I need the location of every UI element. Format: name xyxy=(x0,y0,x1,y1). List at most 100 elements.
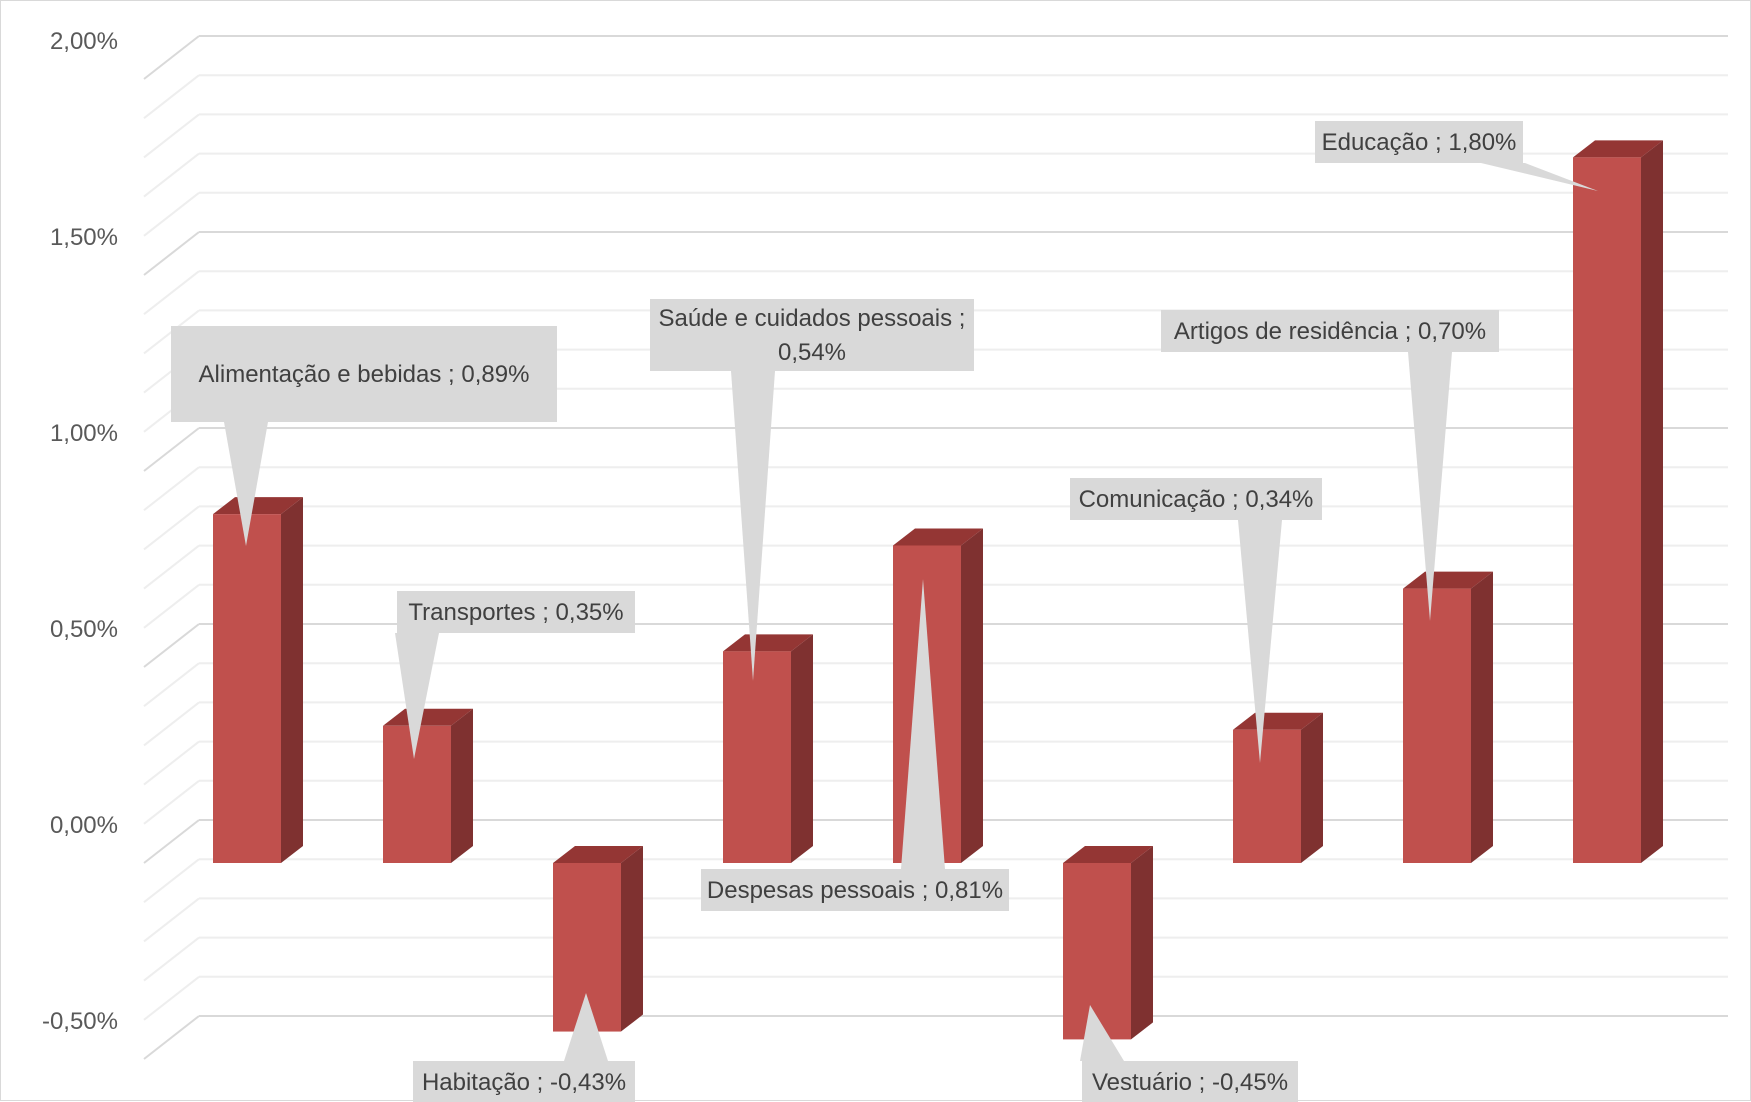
bar-front-face xyxy=(383,725,451,863)
callout-box xyxy=(1161,310,1499,352)
bar-top-face xyxy=(1573,140,1663,158)
data-label-callout-7: Artigos de residência ; 0,70% xyxy=(1161,310,1499,621)
callout-pointer xyxy=(564,993,608,1061)
data-label-callout-4: Despesas pessoais ; 0,81% xyxy=(701,579,1009,911)
callout-pointer xyxy=(901,579,945,869)
callout-pointer xyxy=(1080,1005,1124,1061)
bar-front-face xyxy=(1063,863,1131,1040)
data-label-callout-5: Vestuário ; -0,45% xyxy=(1080,1005,1298,1102)
bars xyxy=(213,140,1663,1040)
gridline-depth xyxy=(143,897,200,943)
bar-top-face xyxy=(553,846,643,863)
gridline-depth xyxy=(143,192,200,237)
bar-front-face xyxy=(1233,729,1301,863)
y-tick-label: 2,00% xyxy=(50,28,118,55)
bar-0 xyxy=(213,497,303,863)
y-tick-label: 1,00% xyxy=(50,420,118,447)
callout-box xyxy=(413,1061,635,1102)
gridline-depth xyxy=(143,270,200,315)
data-label-text: Artigos de residência ; 0,70% xyxy=(1174,318,1486,345)
bar-side-face xyxy=(1301,712,1323,863)
bar-top-face xyxy=(383,708,473,726)
data-label-callout-3: Saúde e cuidados pessoais ; 0,54% xyxy=(650,299,974,681)
gridline-depth xyxy=(143,819,200,864)
callout-pointer xyxy=(1408,352,1452,621)
callout-pointer xyxy=(224,422,268,546)
callout-pointer xyxy=(395,633,439,759)
gridline-depth xyxy=(143,936,200,982)
gridline-depth xyxy=(143,976,200,1021)
data-label-text: Comunicação ; 0,34% xyxy=(1079,486,1314,513)
bar-side-face xyxy=(1641,140,1663,863)
callout-box xyxy=(1315,121,1523,163)
callout-pointer xyxy=(1238,520,1282,763)
callout-box xyxy=(1070,478,1322,520)
callout-box xyxy=(397,591,635,633)
gridline-depth xyxy=(143,780,200,825)
bar-top-face xyxy=(723,634,813,652)
bar-8 xyxy=(1573,140,1663,863)
bar-top-face xyxy=(1403,571,1493,589)
data-label-callout-0: Alimentação e bebidas ; 0,89% xyxy=(171,326,557,546)
bar-5 xyxy=(1063,846,1153,1040)
gridline-depth xyxy=(143,35,200,80)
bar-front-face xyxy=(213,514,281,863)
callout-pointer xyxy=(1481,163,1598,191)
gridline-depth xyxy=(143,701,200,747)
bar-1 xyxy=(383,708,473,863)
bar-side-face xyxy=(791,634,813,863)
gridline-depth xyxy=(143,1015,200,1060)
bar-side-face xyxy=(1471,571,1493,863)
data-label-text: Habitação ; -0,43% xyxy=(422,1069,626,1096)
data-label-callout-2: Habitação ; -0,43% xyxy=(413,993,635,1102)
data-label-callout-8: Educação ; 1,80% xyxy=(1315,121,1598,191)
bar-top-face xyxy=(1233,712,1323,730)
y-tick-label: 1,50% xyxy=(50,224,118,251)
bar-front-face xyxy=(1403,588,1471,863)
gridline-depth xyxy=(143,584,200,629)
gridline-depth xyxy=(143,466,200,511)
bar-side-face xyxy=(281,497,303,863)
gridline-depth xyxy=(143,740,200,786)
gridline-depth xyxy=(143,623,200,668)
y-tick-label: 0,00% xyxy=(50,812,118,839)
bar-6 xyxy=(1233,712,1323,863)
gridline-depth xyxy=(143,113,200,159)
y-tick-label: 0,50% xyxy=(50,616,118,643)
gridline-depth xyxy=(143,427,200,472)
data-label-text: Vestuário ; -0,45% xyxy=(1092,1069,1288,1096)
callout-box xyxy=(171,326,557,422)
callout-box xyxy=(701,869,1009,911)
data-label-text: Educação ; 1,80% xyxy=(1322,129,1517,156)
data-label-callout-6: Comunicação ; 0,34% xyxy=(1070,478,1322,763)
bar-top-face xyxy=(893,528,983,546)
data-label-text: Transportes ; 0,35% xyxy=(408,599,623,626)
bar-2 xyxy=(553,846,643,1032)
data-label-text: Despesas pessoais ; 0,81% xyxy=(707,877,1003,904)
data-labels: Alimentação e bebidas ; 0,89% Transportes… xyxy=(171,121,1598,1102)
bar-side-face xyxy=(1131,846,1153,1040)
gridline-depth xyxy=(143,152,200,198)
data-label-callout-1: Transportes ; 0,35% xyxy=(395,591,635,759)
data-label-text: 0,54% xyxy=(778,339,846,366)
data-label-text: Saúde e cuidados pessoais ; xyxy=(659,305,966,332)
bar-front-face xyxy=(723,651,791,863)
bar-top-face xyxy=(213,497,303,515)
y-tick-label: -0,50% xyxy=(42,1008,118,1035)
bar-3 xyxy=(723,634,813,863)
bar-side-face xyxy=(621,846,643,1032)
gridline-depth xyxy=(143,662,200,707)
bar-7 xyxy=(1403,571,1493,863)
gridline-depth xyxy=(143,74,200,119)
bar-front-face xyxy=(1573,157,1641,863)
bar-side-face xyxy=(961,528,983,863)
gridline-depth xyxy=(143,231,200,276)
callout-box xyxy=(1082,1061,1298,1102)
bar-top-face xyxy=(1063,846,1153,863)
gridline-depth xyxy=(143,544,200,590)
data-label-text: Alimentação e bebidas ; 0,89% xyxy=(199,361,530,388)
callout-pointer xyxy=(731,371,775,681)
gridline-depth xyxy=(143,505,200,551)
